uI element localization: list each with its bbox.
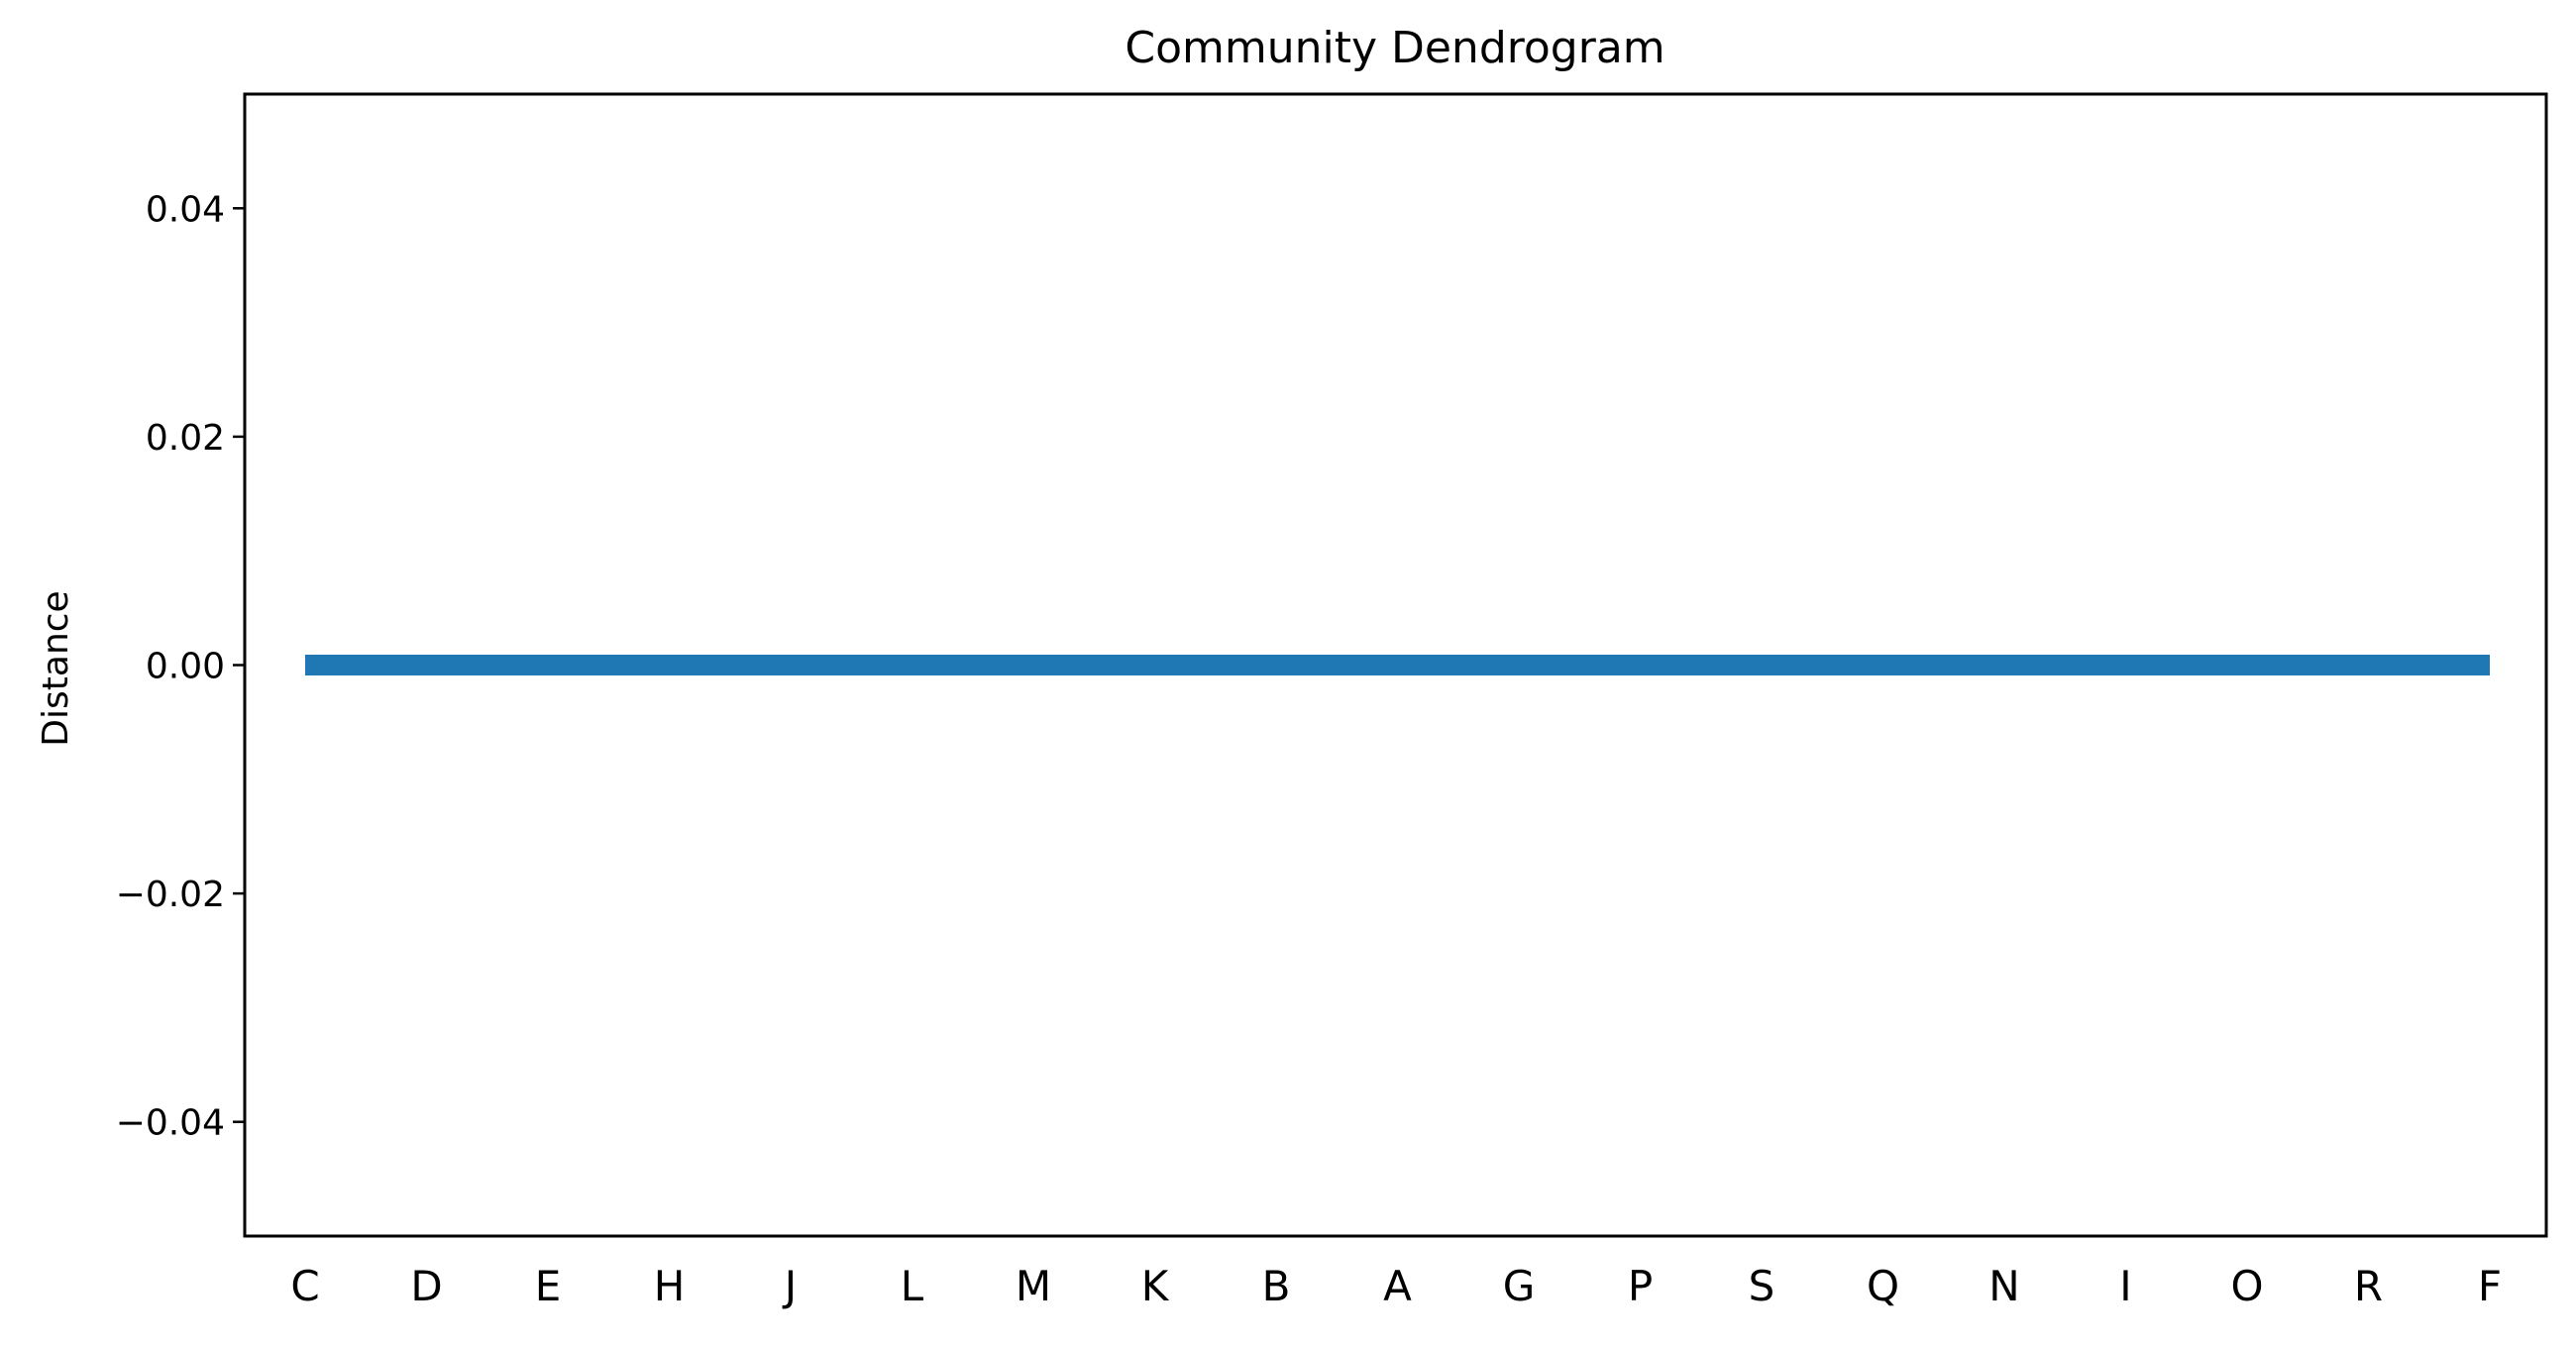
- y-axis-label: Distance: [36, 590, 76, 746]
- leaf-label-R: R: [2354, 1262, 2383, 1310]
- leaf-label-G: G: [1503, 1262, 1536, 1310]
- leaf-label-C: C: [290, 1262, 319, 1310]
- leaf-label-H: H: [654, 1262, 686, 1310]
- leaf-label-P: P: [1628, 1262, 1653, 1310]
- chart-marks: −0.04 −0.02 0.00 0.02 0.04 C D E H J L M K B A G P S Q N I O R…: [116, 189, 2502, 1310]
- y-tick-label: 0.02: [146, 418, 225, 459]
- leaf-label-N: N: [1988, 1262, 2019, 1310]
- leaf-label-O: O: [2230, 1262, 2263, 1310]
- leaf-label-K: K: [1141, 1262, 1170, 1310]
- y-tick-label: −0.04: [116, 1103, 225, 1144]
- y-tick-label: −0.02: [116, 875, 225, 915]
- y-tick-label: 0.04: [146, 189, 225, 230]
- y-tick-label: 0.00: [146, 647, 225, 687]
- leaf-label-B: B: [1262, 1262, 1291, 1310]
- leaf-label-F: F: [2478, 1262, 2502, 1310]
- leaf-label-Q: Q: [1867, 1262, 1899, 1310]
- chart-title: Community Dendrogram: [1125, 23, 1664, 73]
- leaf-label-D: D: [410, 1262, 442, 1310]
- leaf-label-A: A: [1383, 1262, 1412, 1310]
- leaf-label-I: I: [2119, 1262, 2131, 1310]
- leaf-label-J: J: [782, 1262, 797, 1310]
- leaf-label-L: L: [901, 1262, 924, 1310]
- plot-area-frame: [243, 92, 2548, 1238]
- leaf-label-M: M: [1016, 1262, 1051, 1310]
- leaf-label-E: E: [535, 1262, 562, 1310]
- leaf-label-S: S: [1749, 1262, 1775, 1310]
